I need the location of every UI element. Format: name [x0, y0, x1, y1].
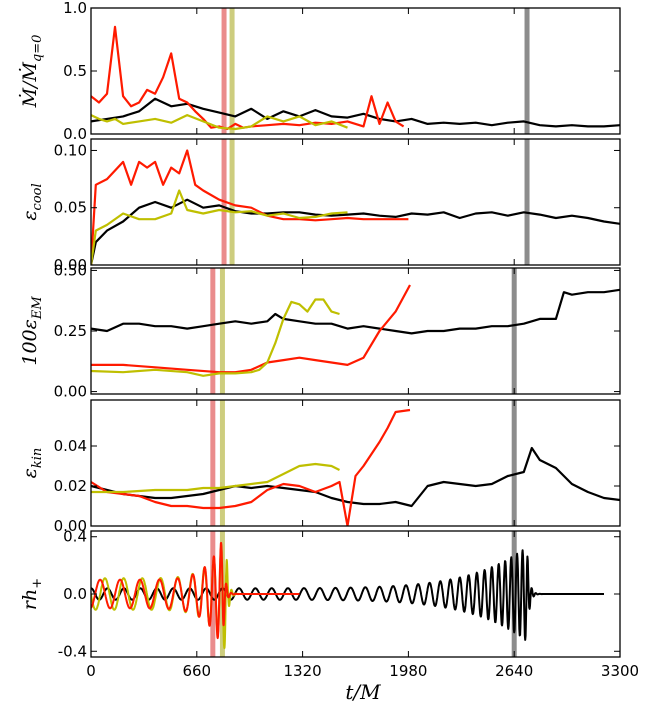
marker-band: [511, 400, 517, 526]
ytick-label: 0.00: [54, 256, 87, 274]
ytick-label: 0.02: [54, 477, 87, 495]
panel-frame: [90, 267, 621, 395]
series-yellow: [91, 462, 340, 494]
y-axis-label: rh+: [19, 578, 45, 610]
marker-band: [229, 139, 235, 265]
marker-band: [524, 139, 530, 265]
xtick-label: 0: [86, 662, 96, 680]
xtick-label: 2640: [495, 662, 533, 680]
marker-band: [511, 268, 517, 394]
y-axis-label: εcool: [19, 183, 45, 220]
panel-3: 0.50 0.25 0.00 100εEM: [19, 261, 621, 401]
series-black: [91, 97, 620, 128]
marker-band: [221, 8, 227, 134]
ytick-label: 0.0: [63, 125, 87, 143]
ytick-label: 0.0: [63, 585, 87, 603]
xtick-label: 1980: [389, 662, 427, 680]
series-yellow: [91, 298, 340, 377]
y-axis-label-sub: q=0: [30, 35, 45, 63]
panel-5: 0.4 0.0 -0.4 rh+: [19, 528, 621, 660]
y-axis-label-sub: +: [30, 578, 45, 589]
panel-frame: [90, 399, 621, 527]
marker-band: [210, 531, 216, 657]
marker-band: [210, 400, 216, 526]
xtick-label: 3300: [601, 662, 639, 680]
series-black: [91, 446, 620, 508]
plot-area: [91, 8, 620, 134]
marker-band: [210, 268, 216, 394]
ytick-label: 0.4: [63, 528, 87, 546]
y-axis-label-sub: cool: [30, 183, 45, 210]
ytick-label: 0.05: [54, 199, 87, 217]
ytick-label: 0.50: [54, 261, 87, 279]
panels: 1.00.50.0Ṁ/Ṁq=00.100.050.00εcool0.500.25…: [18, 0, 621, 660]
panel-frame: [90, 138, 621, 266]
waveform-red: [91, 541, 301, 640]
series-black: [91, 288, 620, 335]
series-yellow: [91, 114, 348, 131]
ytick-label: -0.4: [58, 642, 87, 660]
ytick-label: 0.10: [54, 141, 87, 159]
panel-4: 0.04 0.02 0.00 εkin: [19, 399, 621, 535]
y-axis-label-main: 100ε: [19, 319, 41, 365]
ytick-label: 0.5: [63, 62, 87, 80]
y-axis-label: εkin: [19, 448, 45, 479]
series-black: [91, 198, 620, 265]
series-red: [91, 408, 411, 526]
y-axis-label: 100εEM: [19, 296, 45, 366]
ytick-label: 0.04: [54, 437, 87, 455]
ytick-label: 0.00: [54, 383, 87, 401]
series-yellow: [91, 189, 348, 265]
waveform-black: [91, 549, 605, 641]
ytick-label: 0.00: [54, 517, 87, 535]
y-axis-label-main: Ṁ/Ṁ: [18, 62, 41, 109]
xtick-label: 660: [182, 662, 211, 680]
marker-band: [219, 400, 225, 526]
x-axis: 0 660 1320 1980 2640 3300: [86, 662, 639, 680]
plot-area: [91, 400, 620, 526]
y-axis-label-main: ε: [19, 468, 41, 478]
series-red: [91, 284, 411, 374]
plot-area: [91, 531, 605, 657]
marker-band: [219, 268, 225, 394]
x-axis-label: t/M: [345, 680, 381, 704]
ytick-label: 1.0: [63, 0, 87, 17]
xtick-label: 1320: [284, 662, 322, 680]
marker-band: [524, 8, 530, 134]
plot-area: [91, 268, 620, 394]
ytick-label: 0.25: [54, 322, 87, 340]
marker-band: [229, 8, 235, 134]
marker-band: [511, 531, 517, 657]
y-axis-label-sub: EM: [30, 296, 45, 320]
y-axis-label-main: ε: [19, 210, 41, 220]
plot-area: [91, 139, 620, 265]
y-axis-label-sub: kin: [30, 448, 45, 468]
panel-1: 1.0 0.5 0.0 Ṁ/Ṁq=0: [18, 0, 621, 143]
panel-2: 0.10 0.05 0.00 εcool: [19, 138, 621, 274]
y-axis-label: Ṁ/Ṁq=0: [18, 35, 45, 109]
series-red: [91, 25, 405, 131]
y-axis-label-main: rh: [19, 589, 41, 610]
series-red: [91, 149, 409, 265]
